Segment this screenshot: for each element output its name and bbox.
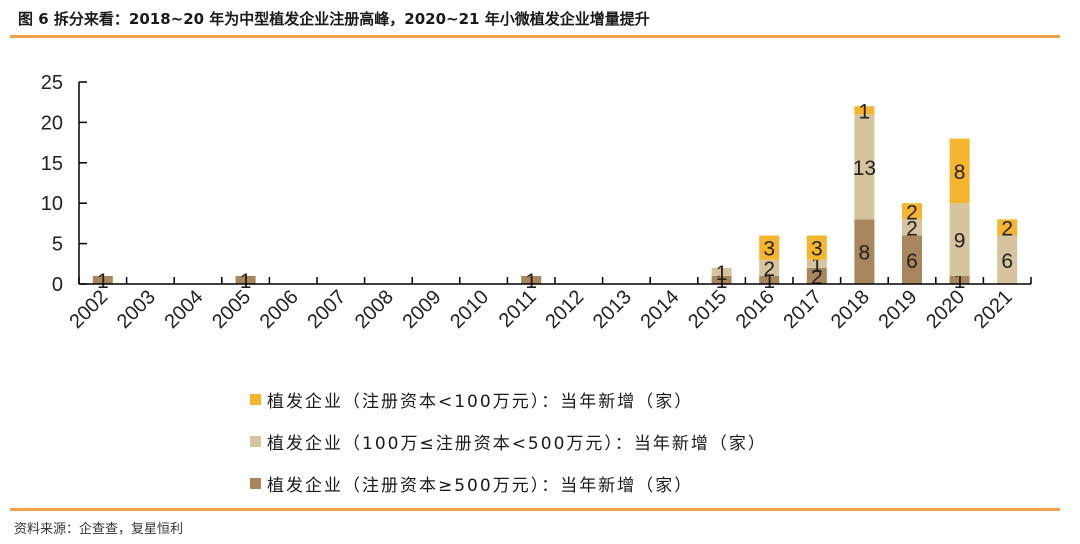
bottom-divider (10, 508, 1060, 511)
x-tick-label: 2008 (351, 286, 398, 333)
y-tick-label: 5 (52, 234, 63, 256)
bar-segment (759, 235, 780, 260)
x-tick-label: 2006 (256, 286, 303, 333)
bar-segment (711, 267, 732, 276)
bar-segment (806, 267, 827, 284)
bar-segment (902, 219, 922, 236)
data-label: 2 (763, 258, 775, 281)
bar-segment (902, 235, 922, 284)
data-label: 2 (906, 201, 918, 224)
x-tick-label: 2015 (684, 286, 731, 333)
y-tick-label: 15 (41, 153, 63, 175)
bar-segment (711, 275, 732, 284)
x-tick-label: 2016 (732, 286, 779, 333)
bar-segment (997, 219, 1018, 236)
legend-label: 植发企业（100万≤注册资本<500万元）：当年新增（家） (267, 433, 767, 454)
figure-title: 图 6 拆分来看：2018~20 年为中型植发企业注册高峰，2020~21 年小… (18, 10, 650, 28)
x-tick-label: 2009 (399, 286, 446, 333)
bar-segment (806, 235, 827, 260)
bar-segment (854, 106, 875, 115)
top-divider (10, 35, 1060, 38)
y-tick-label: 10 (41, 193, 63, 215)
legend-item: 植发企业（100万≤注册资本<500万元）：当年新增（家） (250, 420, 767, 462)
x-tick-label: 2003 (113, 286, 160, 333)
x-tick-label: 2014 (637, 286, 684, 333)
data-label: 1 (716, 262, 728, 285)
data-label: 3 (763, 238, 775, 261)
x-tick-label: 2005 (208, 286, 255, 333)
data-label: 8 (859, 242, 871, 265)
data-label: 8 (954, 161, 966, 184)
bar-segment (902, 203, 922, 220)
data-label: 2 (811, 266, 823, 289)
x-tick-label: 2013 (589, 286, 636, 333)
data-label: 1 (240, 270, 252, 293)
legend-label: 植发企业（注册资本≥500万元）：当年新增（家） (267, 475, 694, 496)
data-label: 1 (525, 270, 537, 293)
bar-segment (521, 275, 542, 284)
x-tick-label: 2004 (161, 286, 208, 333)
bar-segment (949, 203, 970, 276)
data-label: 1 (954, 270, 966, 293)
legend-item: 植发企业（注册资本<100万元）：当年新增（家） (250, 378, 767, 420)
y-tick-label: 25 (41, 72, 63, 94)
data-label: 2 (906, 217, 918, 240)
legend-swatch-icon (250, 393, 261, 405)
bar-segment (949, 138, 970, 204)
legend-label: 植发企业（注册资本<100万元）：当年新增（家） (267, 391, 694, 412)
data-label: 6 (1001, 250, 1013, 273)
y-tick-label: 20 (41, 112, 63, 134)
legend-swatch-icon (250, 435, 261, 447)
legend-item: 植发企业（注册资本≥500万元）：当年新增（家） (250, 462, 767, 504)
data-label: 1 (811, 254, 823, 277)
y-tick-label: 0 (52, 274, 63, 296)
x-tick-label: 2010 (446, 286, 493, 333)
x-tick-label: 2021 (970, 286, 1017, 333)
data-label: 1 (763, 270, 775, 293)
bar-segment (949, 275, 970, 284)
legend-swatch-icon (250, 477, 261, 489)
x-tick-label: 2017 (779, 286, 826, 333)
data-label: 3 (811, 238, 823, 261)
data-label: 2 (1001, 217, 1013, 240)
data-label: 1 (716, 270, 728, 293)
data-label: 1 (97, 270, 109, 293)
data-label: 6 (906, 250, 918, 273)
bar-segment (997, 235, 1018, 284)
chart-legend: 植发企业（注册资本<100万元）：当年新增（家） 植发企业（100万≤注册资本<5… (250, 378, 767, 504)
x-tick-label: 2002 (65, 286, 112, 333)
source-note: 资料来源：企查查，复星恒利 (14, 522, 184, 537)
bar-segment (806, 259, 827, 268)
bar-segment (92, 275, 113, 284)
bar-segment (759, 259, 780, 276)
x-tick-label: 2020 (922, 286, 969, 333)
bar-segment (854, 219, 875, 284)
x-tick-label: 2019 (875, 286, 922, 333)
bar-segment (235, 275, 256, 284)
x-tick-label: 2018 (827, 286, 874, 333)
x-tick-label: 2007 (303, 286, 350, 333)
x-tick-label: 2012 (541, 286, 588, 333)
data-label: 1 (859, 100, 871, 123)
bar-segment (854, 114, 875, 220)
data-label: 13 (853, 157, 876, 180)
bar-segment (759, 275, 780, 284)
data-label: 9 (954, 230, 966, 253)
